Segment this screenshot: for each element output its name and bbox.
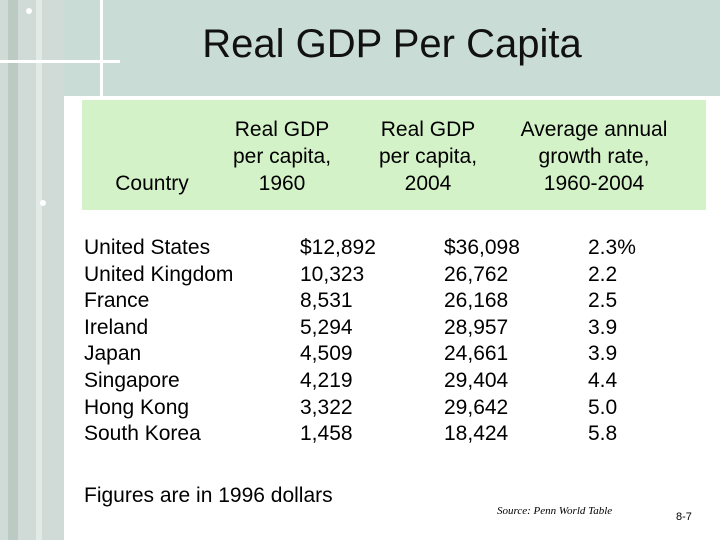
country-cell: United Kingdom [84, 262, 234, 286]
growth-rate-cell: 3.9 [588, 342, 618, 366]
footnote: Figures are in 1996 dollars [84, 484, 333, 507]
header-gdp-1960: Real GDP per capita, 1960 [232, 118, 332, 195]
decorative-line [0, 60, 120, 63]
country-cell: Singapore [84, 368, 180, 392]
gdp-2004-cell: 18,424 [444, 422, 509, 446]
gdp-2004-cell: 26,762 [444, 262, 509, 286]
header-gdp-2004: Real GDP per capita, 2004 [378, 118, 478, 195]
growth-rate-cell: 3.9 [588, 315, 618, 339]
gdp-2004-cell: 29,404 [444, 368, 509, 392]
header-country: Country [115, 172, 189, 195]
gdp-1960-cell: 3,322 [300, 395, 353, 419]
slide-number: 8-7 [676, 511, 692, 523]
decorative-top-bar [64, 0, 720, 96]
gdp-1960-cell: 4,219 [300, 368, 353, 392]
header-growth-rate: Average annual growth rate, 1960-2004 [520, 118, 668, 195]
country-cell: France [84, 289, 150, 313]
gdp-1960-cell: 8,531 [300, 289, 353, 313]
column-growth-rate: 2.3% 2.2 2.5 3.9 3.9 4.4 5.0 5.8 [588, 235, 636, 448]
growth-rate-cell: 2.5 [588, 289, 618, 313]
growth-rate-cell: 2.2 [588, 262, 618, 286]
decorative-stripe [36, 0, 42, 540]
source-note: Source: Penn World Table [497, 505, 613, 517]
country-cell: Ireland [84, 315, 149, 339]
gdp-2004-cell: $36,098 [444, 236, 520, 259]
column-gdp-2004: $36,098 26,762 26,168 28,957 24,661 29,404 29,… [444, 235, 520, 448]
growth-rate-cell: 5.8 [588, 422, 618, 446]
country-cell: Japan [84, 342, 142, 366]
growth-rate-cell: 5.0 [588, 395, 618, 419]
gdp-2004-cell: 28,957 [444, 315, 509, 339]
table-header-band [82, 100, 706, 210]
decorative-dot [26, 8, 32, 14]
column-gdp-1960: $12,892 10,323 8,531 5,294 4,509 4,219 3,322 1,… [300, 235, 376, 448]
gdp-1960-cell: $12,892 [300, 236, 376, 259]
country-cell: United States [84, 236, 211, 259]
gdp-2004-cell: 26,168 [444, 289, 509, 313]
growth-rate-cell: 4.4 [588, 368, 618, 392]
growth-rate-cell: 2.3% [588, 236, 636, 259]
gdp-1960-cell: 10,323 [300, 262, 365, 286]
gdp-2004-cell: 29,642 [444, 395, 509, 419]
slide-title: Real GDP Per Capita [202, 22, 582, 66]
decorative-left-bar [0, 0, 64, 540]
country-cell: Hong Kong [84, 395, 190, 419]
gdp-2004-cell: 24,661 [444, 342, 509, 366]
column-country: United States United Kingdom France Ireland… [84, 235, 233, 448]
decorative-line [100, 0, 103, 98]
gdp-1960-cell: 5,294 [300, 315, 353, 339]
country-cell: South Korea [84, 422, 201, 446]
decorative-stripe [8, 0, 18, 540]
gdp-1960-cell: 4,509 [300, 342, 353, 366]
decorative-dot [40, 200, 46, 206]
gdp-1960-cell: 1,458 [300, 422, 353, 446]
